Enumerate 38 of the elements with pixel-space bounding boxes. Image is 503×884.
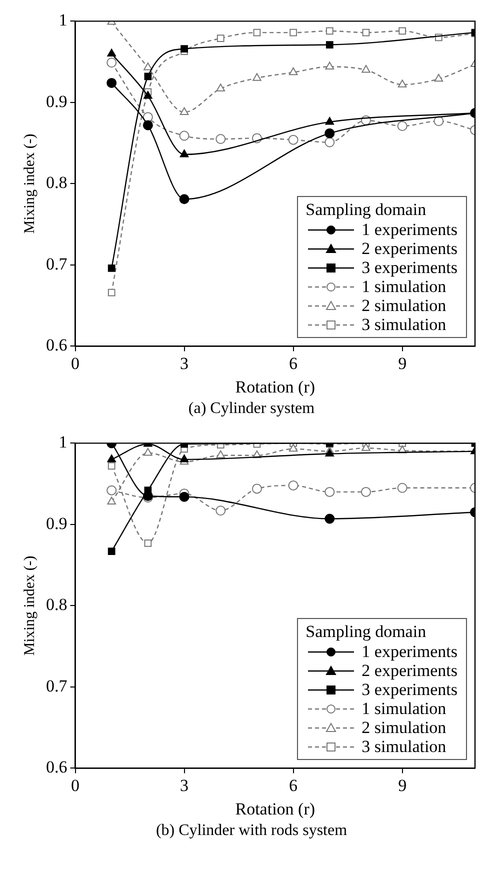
legend-title: Sampling domain xyxy=(306,200,428,220)
legend-label: 1 experiments xyxy=(362,642,458,662)
text: (a) Cylinder system xyxy=(187,400,316,418)
y-axis-title: Mixing index (-) xyxy=(21,134,38,234)
legend-label: 2 experiments xyxy=(362,661,458,680)
text: (b) Cylinder with rods system xyxy=(154,822,348,840)
legend-label: 1 experiments xyxy=(362,220,458,240)
y-axis-title: Mixing index (-) xyxy=(21,556,38,656)
x-tick-label: 9 xyxy=(398,354,406,373)
y-tick-label: 0.8 xyxy=(46,173,67,192)
y-tick-label: 0.6 xyxy=(46,336,67,355)
y-tick-label: 0.6 xyxy=(46,758,67,777)
y-tick-label: 0.8 xyxy=(46,595,67,614)
legend-label: 2 experiments xyxy=(362,239,458,258)
legend-label: 1 simulation xyxy=(362,277,446,296)
legend-label: 3 simulation xyxy=(362,315,446,334)
x-axis-title: Rotation (r) xyxy=(234,799,315,818)
legend-label: 2 simulation xyxy=(362,296,446,316)
legend-label: 1 simulation xyxy=(362,699,446,718)
legend-label: 3 experiments xyxy=(362,258,458,278)
legend-label: 3 simulation xyxy=(362,737,446,756)
legend-label: 3 experiments xyxy=(362,680,458,700)
x-tick-label: 3 xyxy=(180,776,188,795)
x-tick-label: 0 xyxy=(70,776,79,795)
x-tick-label: 6 xyxy=(288,354,298,373)
y-tick-label: 1 xyxy=(58,10,67,30)
legend-title: Sampling domain xyxy=(306,622,428,642)
x-axis-title: Rotation (r) xyxy=(234,377,315,396)
x-tick-label: 0 xyxy=(70,354,79,373)
y-tick-label: 0.9 xyxy=(46,514,67,533)
y-tick-label: 0.7 xyxy=(46,254,68,274)
x-tick-label: 3 xyxy=(180,354,188,373)
x-tick-label: 9 xyxy=(398,776,406,795)
x-tick-label: 6 xyxy=(288,776,298,795)
legend-label: 2 simulation xyxy=(362,718,446,738)
y-tick-label: 0.7 xyxy=(46,676,68,696)
y-tick-label: 0.9 xyxy=(46,92,67,111)
y-tick-label: 1 xyxy=(58,432,67,452)
